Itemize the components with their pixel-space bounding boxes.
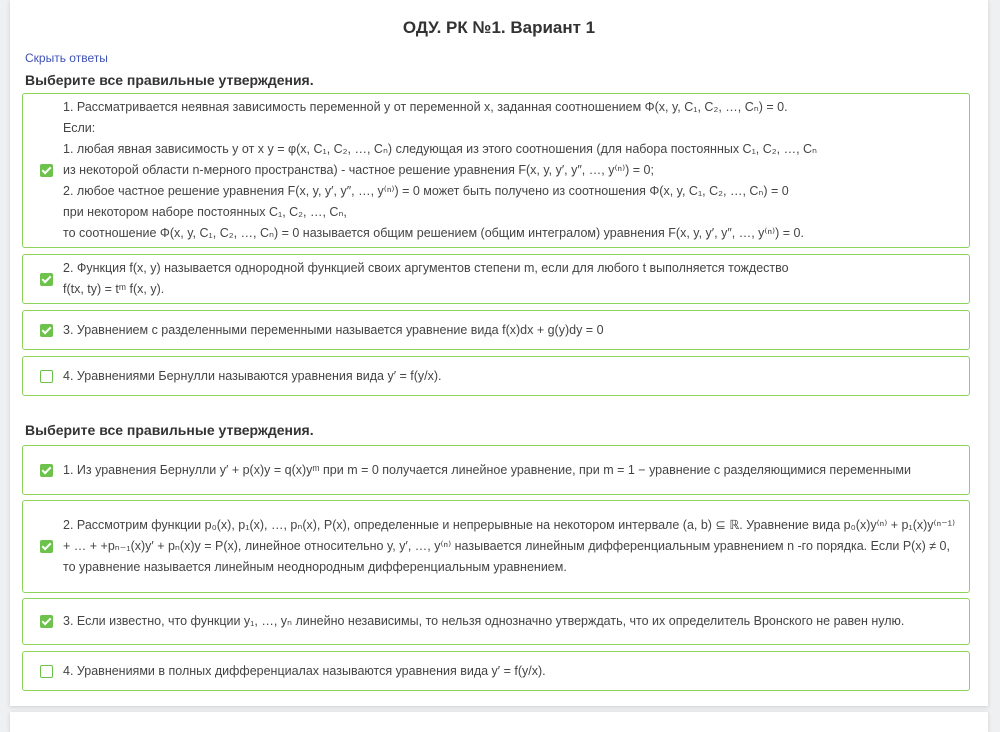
option-line: f(tx, ty) = tᵐ f(x, y). <box>63 282 165 296</box>
option-text: 4. Уравнениями в полных дифференциалах н… <box>63 658 554 685</box>
option-line: 4. Уравнениями Бернулли называются уравн… <box>63 368 442 383</box>
checkbox-checked[interactable] <box>40 463 53 477</box>
question-heading: Выберите все правильные утверждения. <box>25 72 314 88</box>
option-line: из некоторой области n-мерного пространс… <box>63 163 654 177</box>
option-line: 1. любая явная зависимость y от x y = φ(… <box>63 142 818 156</box>
quiz-card: ОДУ. РК №1. Вариант 1 Скрыть ответы Выбе… <box>10 0 988 706</box>
answer-option[interactable]: 3. Если известно, что функции y₁, …, yₙ … <box>22 598 970 645</box>
option-line: 1. Рассматривается неявная зависимость п… <box>63 100 788 114</box>
checkbox-checked[interactable] <box>40 164 53 177</box>
answer-option[interactable]: 4. Уравнениями в полных дифференциалах н… <box>22 651 970 691</box>
option-line: 3. Уравнением с разделенными переменными… <box>63 322 604 337</box>
option-text: 3. Уравнением с разделенными переменными… <box>63 317 612 344</box>
answer-option[interactable]: 2. Функция f(x, y) называется однородной… <box>22 254 970 304</box>
checkbox-unchecked[interactable] <box>40 664 53 678</box>
option-text: 1. Из уравнения Бернулли y′ + p(x)y = q(… <box>63 457 919 484</box>
answer-option[interactable]: 3. Уравнением с разделенными переменными… <box>22 310 970 350</box>
option-line: Если: <box>63 121 96 135</box>
option-line: 1. Из уравнения Бернулли y′ + p(x)y = q(… <box>63 462 911 477</box>
option-line: 4. Уравнениями в полных дифференциалах н… <box>63 663 546 678</box>
option-text: 1. Рассматривается неявная зависимость п… <box>63 94 825 247</box>
answer-option[interactable]: 4. Уравнениями Бернулли называются уравн… <box>22 356 970 396</box>
checkbox-checked[interactable] <box>40 615 53 628</box>
option-line: то соотношение Φ(x, y, C₁, C₂, …, Cₙ) = … <box>63 226 804 240</box>
option-line: 2. Функция f(x, y) называется однородной… <box>63 261 789 275</box>
option-text: 4. Уравнениями Бернулли называются уравн… <box>63 363 450 390</box>
answer-option[interactable]: 1. Рассматривается неявная зависимость п… <box>22 93 970 248</box>
checkbox-checked[interactable] <box>40 323 53 337</box>
answer-option[interactable]: 1. Из уравнения Бернулли y′ + p(x)y = q(… <box>22 445 970 495</box>
option-text: 3. Если известно, что функции y₁, …, yₙ … <box>63 608 912 635</box>
checkbox-checked[interactable] <box>40 540 53 553</box>
option-line: 2. любое частное решение уравнения F(x, … <box>63 184 789 198</box>
option-text: 2. Функция f(x, y) называется однородной… <box>63 255 797 303</box>
hide-answers-link[interactable]: Скрыть ответы <box>25 51 108 65</box>
next-card <box>10 712 988 732</box>
checkbox-unchecked[interactable] <box>40 369 53 383</box>
option-text: 2. Рассмотрим функции p₀(x), p₁(x), …, p… <box>63 512 969 581</box>
question-heading: Выберите все правильные утверждения. <box>25 422 314 438</box>
checkbox-checked[interactable] <box>40 272 53 286</box>
option-line: 3. Если известно, что функции y₁, …, yₙ … <box>63 614 905 628</box>
page-title: ОДУ. РК №1. Вариант 1 <box>402 18 596 37</box>
option-line: 2. Рассмотрим функции p₀(x), p₁(x), …, p… <box>63 518 956 574</box>
option-line: при некотором наборе постоянных C₁, C₂, … <box>63 205 347 219</box>
answer-option[interactable]: 2. Рассмотрим функции p₀(x), p₁(x), …, p… <box>22 500 970 593</box>
